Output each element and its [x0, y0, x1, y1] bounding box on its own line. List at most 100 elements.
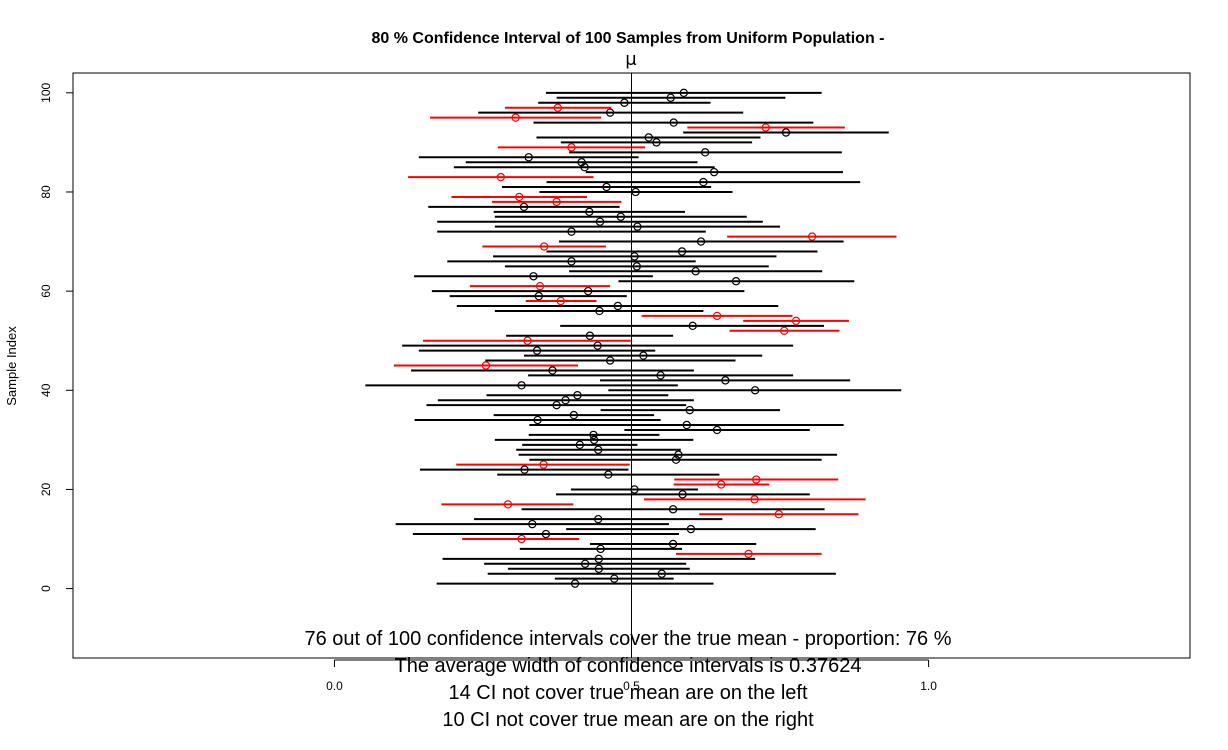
- x-tick-label: 0.5: [623, 679, 640, 693]
- sample-mean-point: [567, 257, 576, 266]
- sample-mean-point: [548, 366, 557, 375]
- sample-mean-point: [561, 396, 570, 405]
- sample-mean-point: [685, 405, 694, 415]
- sample-mean-point: [652, 138, 661, 147]
- y-tick-label: 100: [39, 82, 53, 102]
- sample-mean-point: [630, 485, 639, 494]
- y-tick-label: 40: [39, 383, 53, 397]
- sample-mean-point: [761, 123, 770, 132]
- sample-mean-point: [594, 554, 604, 564]
- sample-mean-point: [639, 351, 648, 360]
- sample-mean-point: [517, 381, 526, 390]
- sample-mean-point: [585, 207, 594, 217]
- sample-mean-point: [567, 143, 576, 152]
- sample-mean-point: [496, 172, 505, 182]
- sample-mean-point: [632, 262, 642, 271]
- sample-mean-point: [752, 475, 761, 484]
- sample-mean-point: [688, 321, 697, 331]
- sample-mean-point: [712, 425, 722, 435]
- annotation-text: The average width of confidence interval…: [395, 655, 862, 677]
- sample-mean-point: [691, 267, 700, 276]
- sample-mean-point: [567, 227, 576, 236]
- sample-mean-point: [595, 306, 604, 316]
- intervals-layer: [365, 88, 902, 588]
- sample-mean-point: [524, 153, 533, 162]
- annotation-text: 14 CI not cover true mean are on the lef…: [448, 682, 808, 704]
- sample-mean-point: [686, 524, 696, 534]
- sample-mean-point: [511, 113, 520, 122]
- sample-mean-point: [528, 519, 537, 529]
- sample-mean-point: [569, 410, 579, 420]
- sample-mean-point: [539, 460, 548, 469]
- sample-mean-point: [535, 281, 545, 291]
- y-axis-label: Sample Index: [4, 326, 19, 406]
- sample-mean-point: [520, 465, 529, 474]
- sample-mean-point: [503, 500, 513, 509]
- y-axis: 0 20 40 60 80 100: [39, 82, 74, 592]
- x-tick-label: 1.0: [920, 679, 937, 693]
- sample-mean-point: [602, 182, 611, 192]
- sample-mean-point: [589, 435, 599, 445]
- sample-mean-point: [539, 242, 549, 251]
- sample-mean-point: [620, 98, 629, 107]
- sample-mean-point: [807, 232, 817, 241]
- sample-mean-point: [577, 158, 586, 167]
- y-tick-label: 0: [39, 585, 53, 592]
- sample-mean-point: [541, 529, 551, 539]
- sample-mean-point: [594, 564, 604, 573]
- sample-mean-point: [575, 440, 585, 450]
- sample-mean-point: [594, 445, 603, 454]
- sample-mean-point: [644, 133, 653, 142]
- sample-mean-point: [666, 93, 675, 102]
- sample-mean-point: [593, 341, 602, 350]
- true-mean-label: μ: [625, 49, 637, 70]
- chart-title: 80 % Confidence Interval of 100 Samples …: [372, 30, 885, 47]
- sample-mean-point: [668, 505, 678, 514]
- sample-mean-point: [589, 430, 598, 440]
- annotations-layer: 76 out of 100 confidence intervals cover…: [304, 628, 951, 731]
- sample-mean-point: [668, 539, 678, 549]
- sample-mean-point: [674, 450, 683, 459]
- y-tick-label: 60: [39, 284, 53, 298]
- sample-mean-point: [613, 301, 623, 311]
- sample-mean-point: [696, 237, 706, 246]
- sample-mean-point: [671, 455, 681, 464]
- sample-mean-point: [519, 202, 529, 212]
- sample-mean-point: [791, 316, 801, 326]
- sample-mean-point: [583, 286, 593, 296]
- sample-mean-point: [595, 217, 605, 226]
- sample-mean-point: [744, 549, 753, 559]
- sample-mean-point: [529, 272, 538, 281]
- sample-mean-point: [731, 277, 741, 286]
- sample-mean-point: [717, 480, 726, 489]
- sample-mean-point: [679, 88, 688, 98]
- sample-mean-point: [781, 128, 791, 137]
- sample-mean-point: [532, 346, 542, 355]
- sample-mean-point: [481, 361, 491, 370]
- sample-mean-point: [553, 103, 563, 112]
- y-tick-label: 20: [39, 482, 53, 496]
- sample-mean-point: [699, 177, 708, 187]
- sample-mean-point: [523, 336, 532, 345]
- sample-mean-point: [712, 311, 722, 321]
- sample-mean-point: [552, 400, 561, 410]
- sample-mean-point: [677, 247, 687, 256]
- sample-mean-point: [573, 391, 582, 400]
- sample-mean-point: [610, 574, 619, 583]
- sample-mean-point: [533, 415, 542, 425]
- sample-mean-point: [631, 187, 640, 197]
- sample-mean-point: [678, 490, 687, 499]
- sample-mean-point: [656, 371, 665, 380]
- sample-mean-point: [616, 212, 626, 221]
- sample-mean-point: [721, 376, 730, 385]
- sample-mean-point: [556, 296, 565, 306]
- sample-mean-point: [585, 331, 595, 340]
- sample-mean-point: [517, 534, 526, 544]
- sample-mean-point: [605, 108, 615, 117]
- sample-mean-point: [682, 420, 691, 430]
- sample-mean-point: [570, 579, 580, 588]
- sample-mean-point: [633, 222, 642, 231]
- sample-mean-point: [779, 326, 789, 335]
- sample-mean-point: [750, 495, 759, 504]
